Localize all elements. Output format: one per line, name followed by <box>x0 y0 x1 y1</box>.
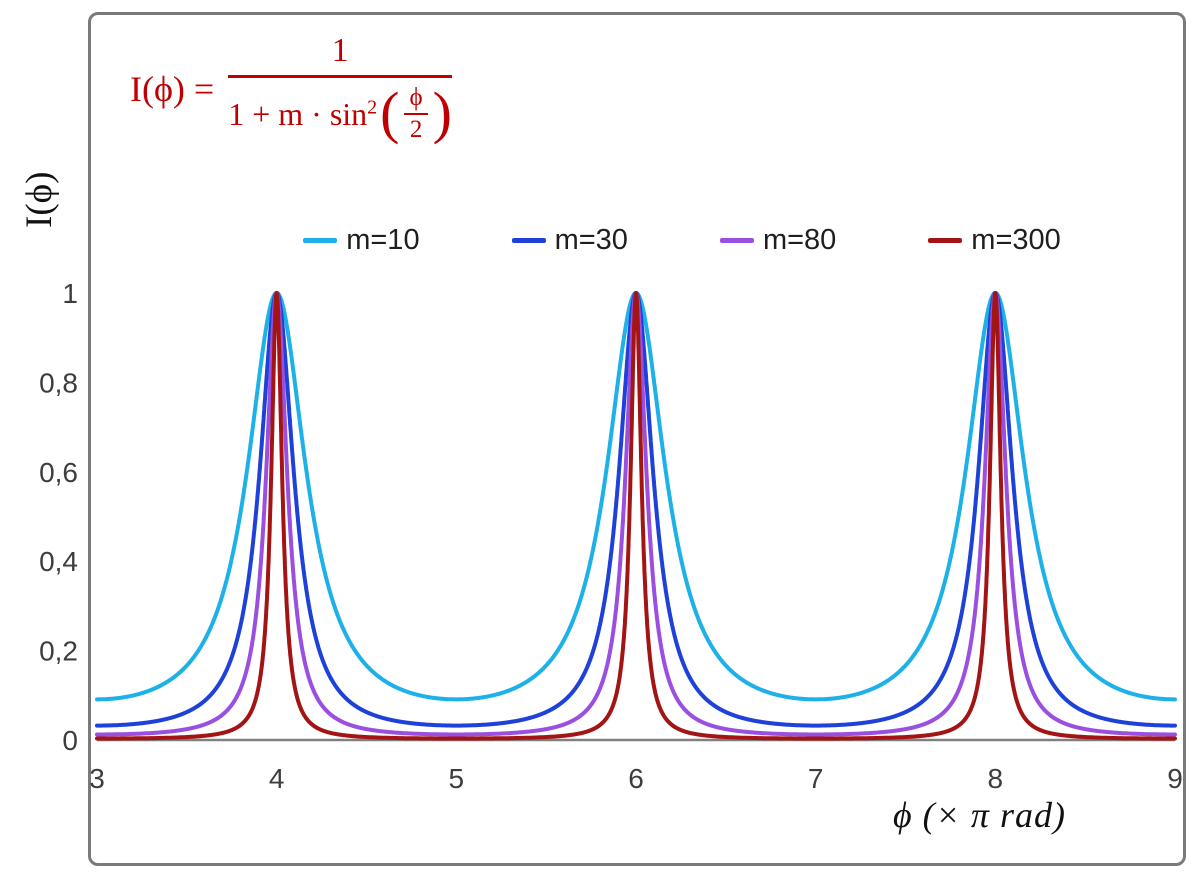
formula-annotation: I(ϕ) = 1 1 + m · sin2 ( ϕ 2 ) <box>130 34 452 144</box>
legend-swatch <box>928 238 963 243</box>
x-axis-title: ϕ (× π rad) <box>893 795 1066 835</box>
formula-numerator: 1 <box>331 32 349 69</box>
formula-inner-numerator: ϕ <box>404 84 428 116</box>
legend-label: m=10 <box>346 224 420 256</box>
formula-denominator-text: 1 + m · sin2 <box>228 95 378 132</box>
legend-label: m=30 <box>554 224 628 256</box>
formula-denominator: 1 + m · sin2 ( ϕ 2 ) <box>228 75 452 144</box>
curve-m=30 <box>95 291 1177 728</box>
legend-swatch <box>719 238 754 243</box>
formula-left-paren: ( <box>380 79 400 145</box>
x-tick-label: 3 <box>89 763 105 794</box>
x-tick-label: 6 <box>628 763 644 794</box>
x-tick-label: 9 <box>1167 763 1183 794</box>
curve-m=80 <box>95 291 1177 737</box>
legend-swatch <box>511 238 546 243</box>
y-tick-label: 0,2 <box>39 636 78 667</box>
formula-right-paren: ) <box>432 79 452 145</box>
y-tick-label: 0,6 <box>39 457 78 488</box>
y-axis-title: I(ϕ) <box>19 171 60 228</box>
legend-label: m=300 <box>971 224 1061 256</box>
legend-item-m=10: m=10 <box>303 224 420 257</box>
x-tick-label: 4 <box>269 763 285 794</box>
formula-exponent: 2 <box>367 96 378 119</box>
formula-fraction: 1 1 + m · sin2 ( ϕ 2 ) <box>228 34 452 144</box>
x-tick-label: 8 <box>988 763 1004 794</box>
legend-label: m=80 <box>762 224 837 256</box>
y-tick-label: 1 <box>62 278 78 309</box>
curve-m=300 <box>95 291 1177 741</box>
formula-inner-fraction: ϕ 2 <box>404 84 428 144</box>
legend-item-m=300: m=300 <box>928 224 1061 257</box>
y-tick-label: 0 <box>62 725 78 756</box>
y-tick-label: 0,4 <box>39 546 78 577</box>
formula-inner-denominator: 2 <box>409 116 423 144</box>
legend-item-m=30: m=30 <box>511 224 628 257</box>
legend-item-m=80: m=80 <box>719 224 837 257</box>
y-tick-label: 0,8 <box>39 367 78 398</box>
x-tick-label: 7 <box>808 763 824 794</box>
x-tick-label: 5 <box>449 763 465 794</box>
legend-swatch <box>303 238 338 243</box>
chart-border <box>88 12 1186 866</box>
legend: m=10 m=30 m=80 m=300 <box>133 224 1200 257</box>
formula-lhs: I(ϕ) = <box>130 68 215 109</box>
